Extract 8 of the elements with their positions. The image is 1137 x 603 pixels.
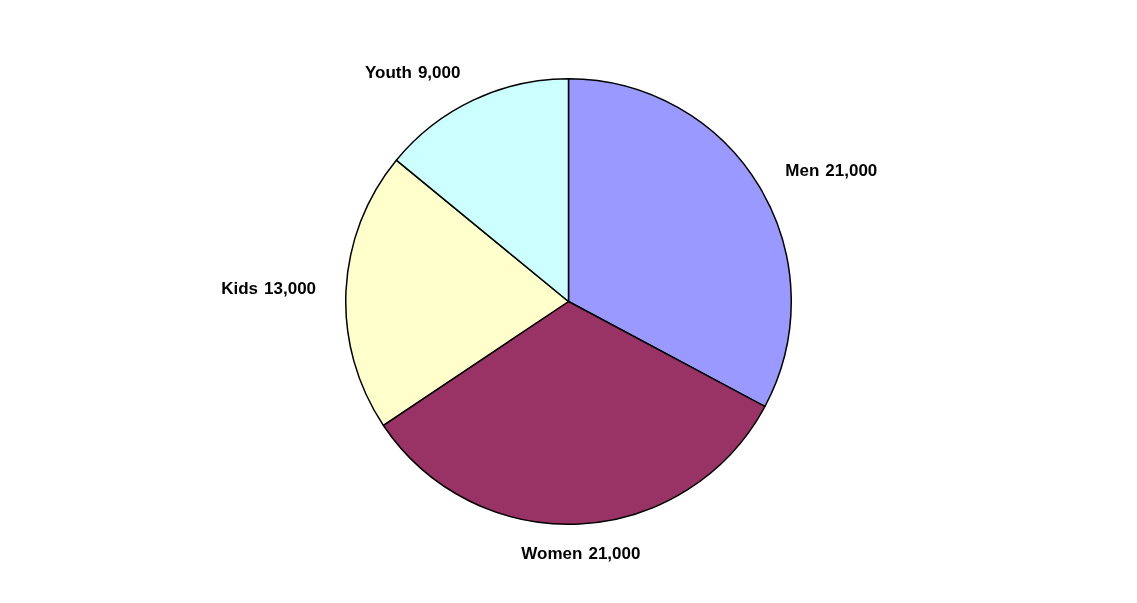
slice-label: Men bbox=[785, 161, 820, 181]
data-label: 21,000 bbox=[588, 543, 641, 563]
data-label: 21,000 bbox=[825, 161, 878, 181]
data-label: 9,000 bbox=[417, 62, 461, 82]
slice-label: Youth bbox=[365, 62, 412, 82]
slice-label: Women bbox=[521, 543, 583, 563]
data-label: 13,000 bbox=[264, 278, 317, 298]
slice-label: Kids bbox=[221, 278, 259, 298]
